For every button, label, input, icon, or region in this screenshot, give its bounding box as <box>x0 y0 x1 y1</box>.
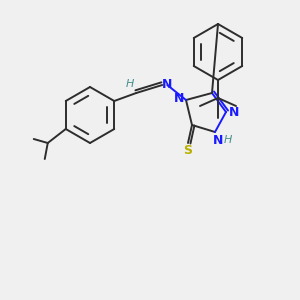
Text: N: N <box>162 79 172 92</box>
Text: S: S <box>184 145 193 158</box>
Text: N: N <box>229 106 239 118</box>
Text: H: H <box>224 135 232 145</box>
Text: N: N <box>174 92 184 104</box>
Text: H: H <box>126 79 134 89</box>
Text: N: N <box>213 134 223 146</box>
